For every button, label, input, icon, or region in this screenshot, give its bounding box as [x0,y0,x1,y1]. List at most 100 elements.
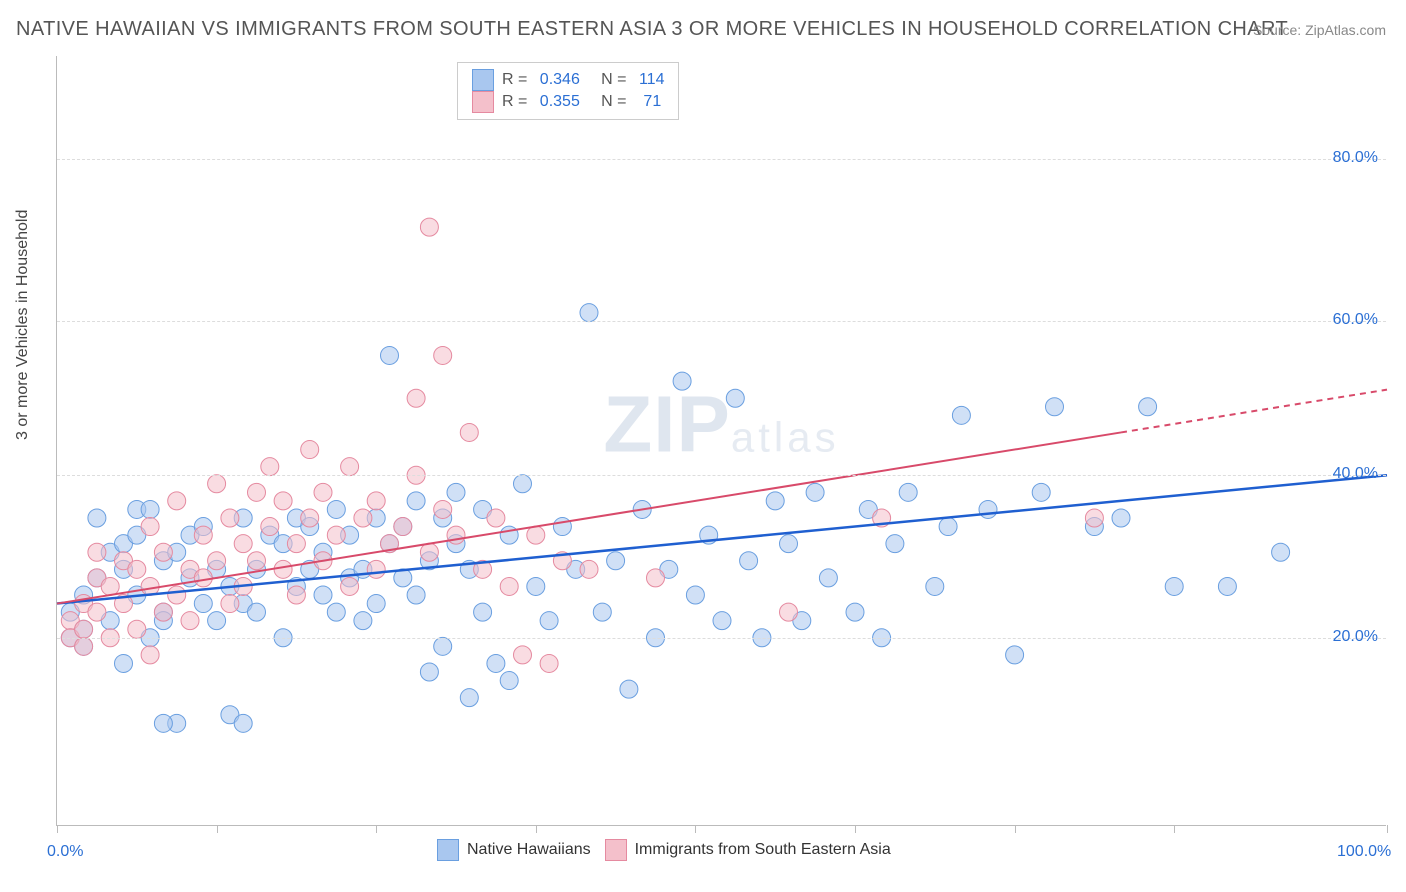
data-point [886,535,904,553]
data-point [474,603,492,621]
data-point [327,500,345,518]
x-tick-label: 100.0% [1337,843,1391,861]
legend-stat-row: R = 0.355 N = 71 [472,91,664,113]
legend-label: Native Hawaiians [467,841,591,859]
chart-area: ZIPatlas R = 0.346 N = 114R = 0.355 N = … [56,56,1386,826]
data-point [1218,577,1236,595]
data-point [1046,398,1064,416]
data-point [287,586,305,604]
data-point [261,518,279,536]
x-tick [695,825,696,833]
r-value: 0.346 [540,71,580,89]
gridline [57,159,1386,160]
data-point [341,458,359,476]
data-point [314,586,332,604]
legend-series: Native HawaiiansImmigrants from South Ea… [437,839,891,861]
chart-title: NATIVE HAWAIIAN VS IMMIGRANTS FROM SOUTH… [16,18,1288,41]
data-point [208,612,226,630]
data-point [487,509,505,527]
legend-stat-row: R = 0.346 N = 114 [472,69,664,91]
data-point [952,406,970,424]
data-point [766,492,784,510]
gridline [57,321,1386,322]
data-point [979,500,997,518]
data-point [593,603,611,621]
x-tick [1174,825,1175,833]
data-point [620,680,638,698]
data-point [540,654,558,672]
data-point [168,586,186,604]
data-point [88,509,106,527]
gridline [57,475,1386,476]
y-tick-label: 60.0% [1333,311,1378,329]
data-point [221,595,239,613]
data-point [460,689,478,707]
x-tick [1015,825,1016,833]
data-point [580,304,598,322]
data-point [221,509,239,527]
data-point [88,603,106,621]
legend-item: Native Hawaiians [437,839,591,861]
data-point [407,586,425,604]
data-point [248,552,266,570]
data-point [647,569,665,587]
r-label: R = [502,93,532,111]
data-point [514,475,532,493]
data-point [181,612,199,630]
data-point [234,535,252,553]
data-point [301,509,319,527]
data-point [726,389,744,407]
data-point [500,672,518,690]
x-tick [376,825,377,833]
data-point [314,483,332,501]
data-point [899,483,917,501]
legend-swatch [472,69,494,91]
data-point [327,526,345,544]
y-tick-label: 40.0% [1333,465,1378,483]
data-point [208,552,226,570]
data-point [327,603,345,621]
n-value: 71 [639,93,661,111]
legend-swatch [472,91,494,113]
legend-swatch [437,839,459,861]
n-label: N = [588,71,631,89]
n-label: N = [588,93,631,111]
data-point [354,509,372,527]
data-point [208,475,226,493]
data-point [607,552,625,570]
legend-stats: R = 0.346 N = 114R = 0.355 N = 71 [457,62,679,120]
data-point [301,441,319,459]
data-point [527,526,545,544]
data-point [1006,646,1024,664]
data-point [194,569,212,587]
data-point [248,483,266,501]
data-point [1139,398,1157,416]
x-tick-label: 0.0% [47,843,83,861]
data-point [846,603,864,621]
data-point [1272,543,1290,561]
data-point [394,518,412,536]
x-tick [855,825,856,833]
data-point [128,560,146,578]
data-point [780,603,798,621]
data-point [540,612,558,630]
r-label: R = [502,71,532,89]
source-label: Source: ZipAtlas.com [1253,22,1386,38]
data-point [740,552,758,570]
data-point [819,569,837,587]
data-point [500,577,518,595]
data-point [367,492,385,510]
data-point [407,389,425,407]
x-tick [536,825,537,833]
data-point [420,543,438,561]
data-point [1112,509,1130,527]
data-point [128,620,146,638]
data-point [420,218,438,236]
data-point [806,483,824,501]
data-point [1165,577,1183,595]
y-axis-title: 3 or more Vehicles in Household [14,210,32,440]
data-point [194,526,212,544]
data-point [115,654,133,672]
x-tick [217,825,218,833]
data-point [141,646,159,664]
